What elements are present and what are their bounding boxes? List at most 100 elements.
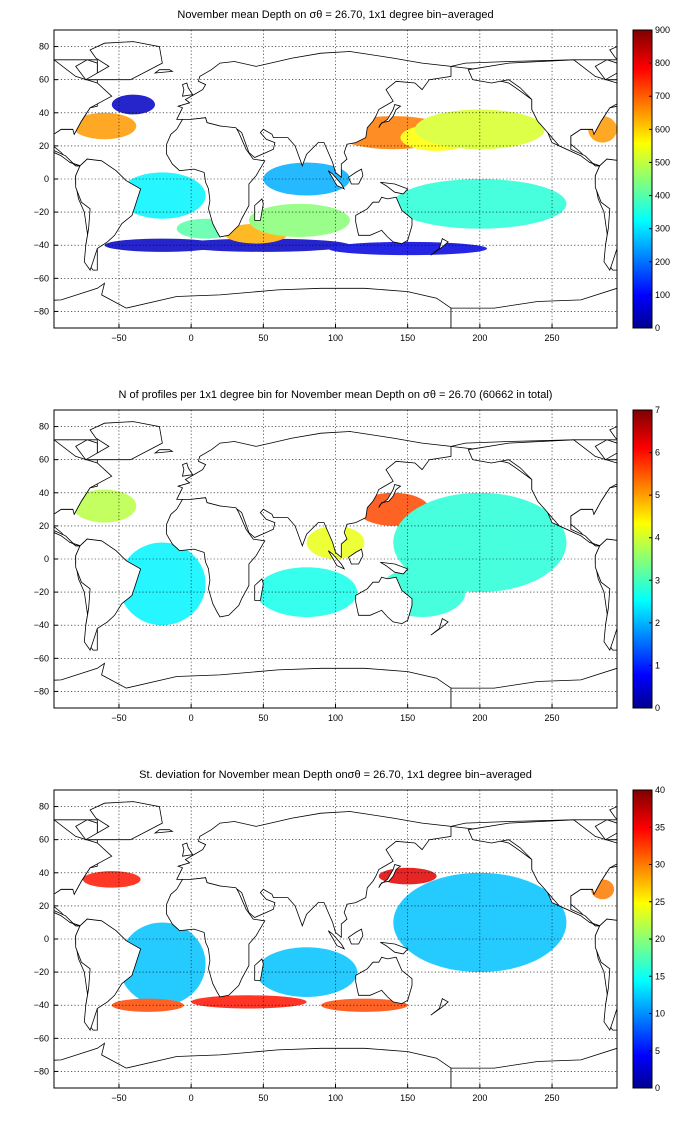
land-mass bbox=[54, 439, 113, 547]
grid-lines bbox=[54, 410, 617, 708]
land-mass bbox=[254, 958, 264, 981]
x-tick-label: 0 bbox=[189, 333, 194, 343]
land-mass bbox=[594, 158, 617, 271]
colorbar-tick-label: 700 bbox=[655, 91, 670, 101]
colorbar-tick-label: 2 bbox=[655, 618, 660, 628]
y-tick-label: −40 bbox=[34, 240, 49, 250]
x-tick-label: 100 bbox=[328, 713, 343, 723]
land-mass bbox=[450, 1047, 617, 1088]
x-tick-label: 100 bbox=[328, 333, 343, 343]
colorbar-tick-label: 6 bbox=[655, 448, 660, 458]
colorbar-tick-label: 10 bbox=[655, 1009, 665, 1019]
x-tick-label: 50 bbox=[258, 333, 268, 343]
colorbar-tick-label: 4 bbox=[655, 533, 660, 543]
y-tick-label: 40 bbox=[39, 488, 49, 498]
land-mass bbox=[153, 69, 174, 74]
grid-lines bbox=[54, 790, 617, 1088]
map-panel-2: −50 0 50 100 150 200 250806040200−20−40−60−80N… bbox=[34, 389, 696, 723]
land-mass bbox=[54, 59, 113, 167]
land-mass bbox=[430, 998, 449, 1016]
land-mass bbox=[54, 819, 113, 927]
land-mass bbox=[467, 59, 617, 167]
land-mass bbox=[348, 928, 364, 945]
y-tick-label: 0 bbox=[44, 554, 49, 564]
x-tick-label: 200 bbox=[472, 713, 487, 723]
colorbar-tick-label: 30 bbox=[655, 860, 665, 870]
y-tick-label: −20 bbox=[34, 207, 49, 217]
x-tick-label: 250 bbox=[545, 333, 560, 343]
field-patch bbox=[191, 995, 307, 1009]
colorbar bbox=[633, 410, 652, 708]
land-mass bbox=[166, 497, 266, 618]
land-mass bbox=[378, 104, 402, 128]
field-patch bbox=[248, 203, 350, 237]
x-tick-label: −50 bbox=[111, 333, 126, 343]
colorbar-tick-label: 35 bbox=[655, 822, 665, 832]
x-tick-label: 150 bbox=[400, 713, 415, 723]
panel-title: November mean Depth on σθ = 26.70, 1x1 d… bbox=[177, 9, 493, 21]
land-mass bbox=[176, 51, 452, 179]
x-tick-label: 250 bbox=[545, 1093, 560, 1103]
land-mass bbox=[686, 878, 696, 997]
land-mass bbox=[604, 46, 617, 81]
map-content bbox=[54, 801, 696, 1088]
land-mass bbox=[594, 918, 617, 1031]
land-mass bbox=[84, 41, 163, 81]
colorbar-tick-label: 1 bbox=[655, 660, 660, 670]
land-mass bbox=[467, 439, 617, 547]
y-tick-label: 80 bbox=[39, 802, 49, 812]
x-tick-label: 200 bbox=[472, 333, 487, 343]
field-patch bbox=[72, 489, 137, 523]
x-tick-label: 100 bbox=[328, 1093, 343, 1103]
y-tick-label: −20 bbox=[34, 587, 49, 597]
land-mass bbox=[166, 877, 266, 998]
y-tick-label: −40 bbox=[34, 620, 49, 630]
y-tick-label: 80 bbox=[39, 422, 49, 432]
y-tick-label: 0 bbox=[44, 934, 49, 944]
land-mass bbox=[84, 421, 163, 461]
x-tick-label: 50 bbox=[258, 713, 268, 723]
land-mass bbox=[450, 667, 617, 708]
land-mass bbox=[84, 801, 163, 841]
land-mass bbox=[166, 117, 266, 238]
map-panel-1: −50 0 50 100 150 200 250806040200−20−40−60−80N… bbox=[34, 9, 696, 343]
land-mass bbox=[327, 170, 346, 190]
land-mass bbox=[176, 811, 452, 939]
y-tick-label: −80 bbox=[34, 686, 49, 696]
y-tick-label: −80 bbox=[34, 1066, 49, 1076]
land-mass bbox=[348, 548, 364, 565]
land-mass bbox=[327, 930, 346, 950]
y-tick-label: 40 bbox=[39, 108, 49, 118]
y-tick-label: −60 bbox=[34, 1033, 49, 1043]
land-mass bbox=[176, 431, 452, 559]
y-tick-label: 20 bbox=[39, 141, 49, 151]
field-patch bbox=[118, 922, 206, 1006]
land-mass bbox=[430, 618, 449, 636]
land-mass bbox=[348, 168, 364, 185]
y-tick-label: −80 bbox=[34, 306, 49, 316]
land-mass bbox=[181, 82, 194, 97]
land-mass bbox=[686, 118, 696, 237]
land-mass bbox=[378, 864, 402, 888]
land-mass bbox=[355, 956, 413, 1005]
land-mass bbox=[604, 426, 617, 461]
grid-lines bbox=[54, 30, 617, 328]
colorbar-tick-label: 300 bbox=[655, 224, 670, 234]
land-mass bbox=[686, 498, 696, 617]
land-mass bbox=[675, 830, 692, 833]
colorbar bbox=[633, 30, 652, 328]
land-mass bbox=[380, 561, 409, 575]
land-mass bbox=[355, 576, 413, 625]
land-mass bbox=[254, 578, 264, 601]
colorbar-tick-label: 0 bbox=[655, 703, 660, 713]
colorbar-tick-label: 800 bbox=[655, 58, 670, 68]
field-patch bbox=[111, 94, 156, 115]
land-mass bbox=[594, 538, 617, 651]
land-mass bbox=[355, 196, 413, 245]
coastline bbox=[54, 801, 696, 1088]
land-mass bbox=[467, 819, 617, 927]
colorbar-tick-label: 0 bbox=[655, 1083, 660, 1093]
x-tick-label: 50 bbox=[258, 1093, 268, 1103]
panel-title: N of profiles per 1x1 degree bin for Nov… bbox=[119, 389, 553, 401]
colorbar-tick-label: 5 bbox=[655, 490, 660, 500]
